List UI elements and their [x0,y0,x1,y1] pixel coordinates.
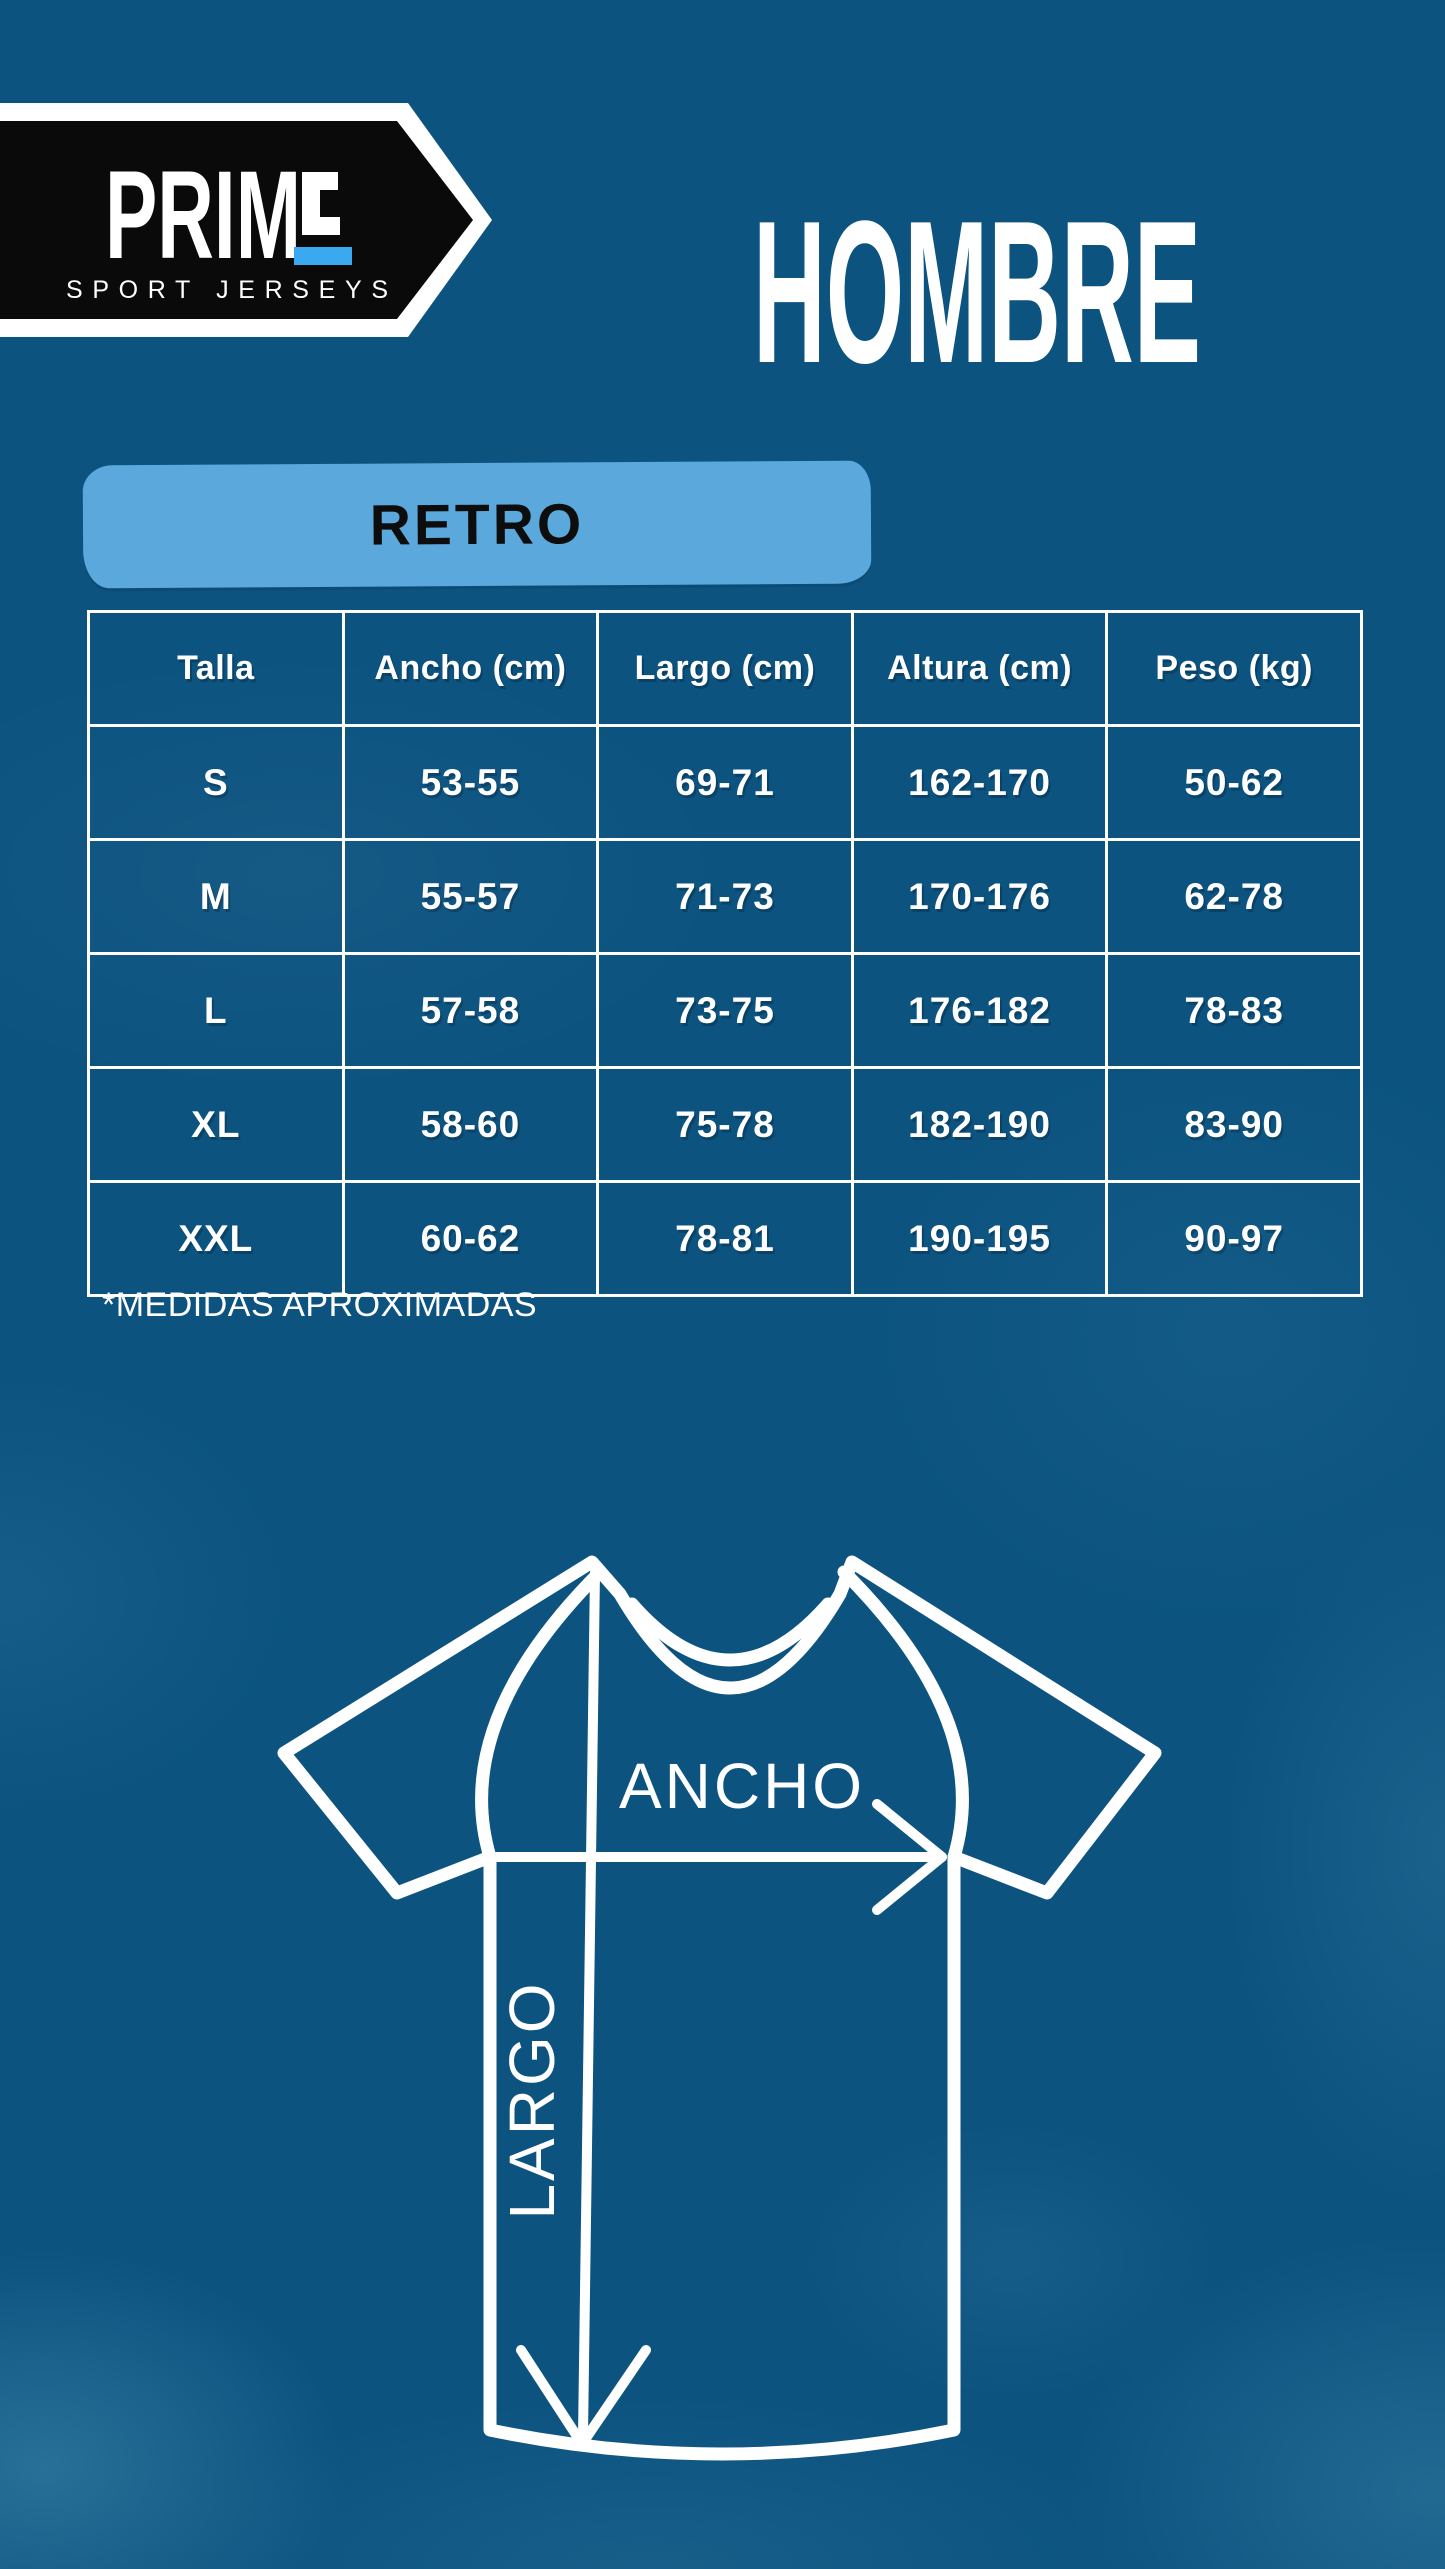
column-header-largo: Largo (cm) [596,610,854,727]
size-cell: 58-60 [341,1066,600,1183]
table-row: M 55-57 71-73 170-176 62-78 [87,838,1363,955]
size-table: Talla Ancho (cm) Largo (cm) Altura (cm) … [87,610,1363,1297]
logo-arrow-shape [0,121,473,319]
size-row-label: XXL [87,1180,345,1297]
brand-letter-e-icon [294,172,352,265]
size-cell: 176-182 [850,952,1109,1069]
size-cell: 62-78 [1105,838,1363,955]
page-title-wrap: HOMBRE [753,205,1201,375]
size-cell: 90-97 [1105,1180,1363,1297]
size-cell: 170-176 [850,838,1109,955]
size-cell: 162-170 [850,724,1109,841]
tshirt-measurement-diagram: ANCHO LARGO [277,1555,1162,2461]
length-label: LARGO [496,1980,568,2219]
length-arrow [516,1567,651,2449]
category-badge-label: RETRO [369,491,585,558]
size-row-label: M [87,838,345,955]
size-cell: 55-57 [341,838,600,955]
tshirt-icon [277,1555,1162,2461]
column-header-altura: Altura (cm) [850,610,1109,727]
size-cell: 60-62 [341,1180,600,1297]
table-row: S 53-55 69-71 162-170 50-62 [87,724,1363,841]
size-cell: 69-71 [596,724,854,841]
size-cell: 53-55 [341,724,600,841]
table-row: XXL 60-62 78-81 190-195 90-97 [87,1180,1363,1297]
brand-tagline: SPORT JERSEYS [66,276,388,304]
size-cell: 73-75 [596,952,854,1069]
brand-name: PRIM [105,146,301,285]
brand-logo: PRIM SPORT JERSEYS [0,103,492,337]
size-cell: 71-73 [596,838,854,955]
column-header-ancho: Ancho (cm) [341,610,600,727]
column-header-talla: Talla [87,610,345,727]
size-cell: 78-83 [1105,952,1363,1069]
right-sleeve-seam [837,1565,969,1864]
size-cell: 78-81 [596,1180,854,1297]
size-cell: 50-62 [1105,724,1363,841]
brand-accent-bar [294,247,352,265]
table-row: XL 58-60 75-78 182-190 83-90 [87,1066,1363,1183]
table-header-row: Talla Ancho (cm) Largo (cm) Altura (cm) … [87,610,1363,727]
size-cell: 57-58 [341,952,600,1069]
size-cell: 182-190 [850,1066,1109,1183]
category-badge: RETRO [82,460,872,589]
column-header-peso: Peso (kg) [1105,610,1363,727]
size-row-label: S [87,724,345,841]
size-cell: 190-195 [850,1180,1109,1297]
size-cell: 75-78 [596,1066,854,1183]
width-arrow [487,1799,947,1915]
page-title: HOMBRE [753,205,1201,375]
width-label: ANCHO [619,1750,865,1822]
collar-rim-line [625,1597,835,1667]
table-row: L 57-58 73-75 176-182 78-83 [87,952,1363,1069]
size-row-label: L [87,952,345,1069]
size-cell: 83-90 [1105,1066,1363,1183]
left-sleeve-seam [475,1565,607,1864]
measurements-footnote: *MEDIDAS APROXIMADAS [102,1286,538,1324]
size-row-label: XL [87,1066,345,1183]
